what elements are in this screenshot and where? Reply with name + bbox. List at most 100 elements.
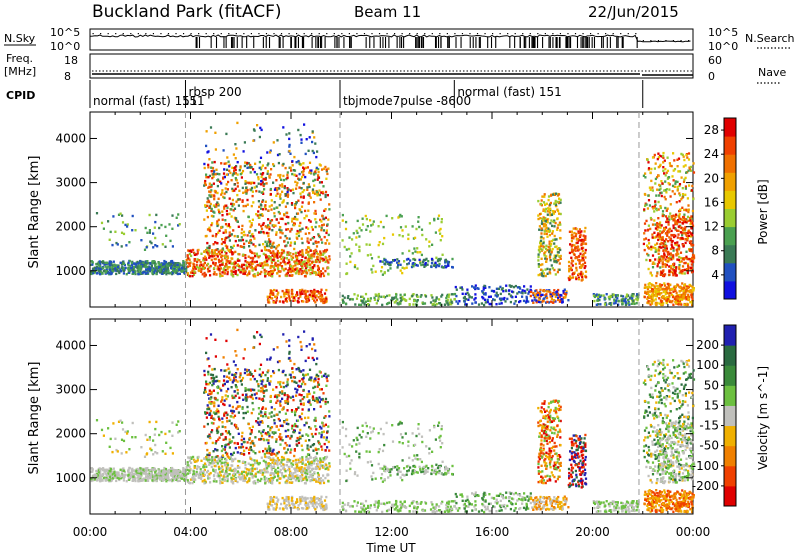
power-cell <box>599 295 602 299</box>
power-cell <box>557 209 560 213</box>
power-cell <box>238 264 241 268</box>
power-cell <box>327 273 330 276</box>
power-cell <box>655 235 658 238</box>
power-cell <box>622 298 625 301</box>
power-cell <box>278 228 281 231</box>
power-cell <box>301 241 304 245</box>
power-cell <box>254 245 257 248</box>
power-cell <box>322 301 325 305</box>
power-cell <box>431 296 434 299</box>
power-cell <box>312 236 316 239</box>
power-cell <box>666 298 669 301</box>
power-cell <box>654 177 657 181</box>
power-cell <box>537 214 540 217</box>
power-cell <box>207 253 210 257</box>
power-cell <box>529 294 532 298</box>
power-cell <box>258 223 261 226</box>
power-cell <box>685 171 688 174</box>
power-cell <box>356 294 359 297</box>
power-cell <box>682 165 685 168</box>
power-cell <box>539 288 542 292</box>
power-cell <box>407 233 410 236</box>
power-cell <box>309 171 312 174</box>
power-cell <box>672 290 675 293</box>
power-cell <box>251 269 254 272</box>
power-cell <box>293 222 296 225</box>
power-cell <box>253 186 256 189</box>
power-cell <box>90 260 93 263</box>
power-cell <box>369 297 372 300</box>
power-cell <box>670 264 673 268</box>
power-cell <box>112 270 115 273</box>
y-tick-label: 1000 <box>55 264 86 278</box>
nsearch-dot <box>92 33 94 35</box>
power-cell <box>233 262 236 266</box>
power-cell <box>289 166 292 170</box>
power-cell <box>301 292 304 295</box>
power-cell <box>319 259 322 262</box>
power-cell <box>216 191 219 195</box>
power-cell <box>660 191 663 194</box>
power-cell <box>241 268 244 271</box>
nsearch-dot <box>326 33 328 35</box>
power-cell <box>690 189 693 192</box>
power-cell <box>291 266 294 270</box>
power-cell <box>244 182 247 185</box>
power-cell <box>278 264 281 267</box>
power-cell <box>419 261 422 265</box>
power-cell <box>559 198 562 202</box>
power-cell <box>318 260 321 264</box>
power-cell <box>216 201 219 204</box>
power-cell <box>206 241 209 245</box>
power-cell <box>521 289 524 292</box>
power-cell <box>341 239 344 242</box>
power-cell <box>441 293 444 297</box>
power-cell <box>681 196 684 199</box>
power-cell <box>228 212 231 215</box>
power-cell <box>401 271 404 275</box>
power-cell <box>423 258 426 262</box>
power-cell <box>207 186 210 189</box>
power-cell <box>651 236 654 239</box>
power-cell <box>222 231 225 234</box>
velocity-cell <box>157 476 160 479</box>
power-cell <box>149 267 152 270</box>
power-cell <box>154 236 157 240</box>
power-cell <box>679 217 682 221</box>
power-cell <box>269 173 272 176</box>
power-cell <box>302 181 305 185</box>
power-cell <box>327 167 330 170</box>
power-cell <box>270 246 273 249</box>
power-cell <box>577 258 580 262</box>
power-cell <box>625 303 628 306</box>
power-cell <box>295 294 298 297</box>
power-cell <box>296 270 299 273</box>
power-cell <box>661 258 664 261</box>
power-cell <box>540 228 543 232</box>
power-cell <box>682 155 685 158</box>
power-cell <box>577 238 580 241</box>
power-cell <box>557 288 560 292</box>
power-cell <box>254 162 257 165</box>
power-cell <box>614 301 617 305</box>
power-cell <box>574 234 577 238</box>
power-cell <box>549 194 553 197</box>
power-cell <box>662 154 665 158</box>
power-cell <box>296 267 299 270</box>
power-cell <box>241 263 244 267</box>
power-cell <box>181 264 184 267</box>
power-cell <box>657 217 660 220</box>
power-cell <box>688 184 691 187</box>
power-cell <box>230 179 233 182</box>
power-cell <box>666 291 669 294</box>
power-cell <box>121 214 124 217</box>
power-cell <box>446 298 449 302</box>
power-cell <box>114 230 117 233</box>
power-cell <box>257 178 260 181</box>
power-cell <box>544 228 547 231</box>
velocity-cell <box>151 477 154 481</box>
power-cell <box>221 271 224 274</box>
power-cell <box>428 240 431 243</box>
power-cell <box>313 288 316 292</box>
